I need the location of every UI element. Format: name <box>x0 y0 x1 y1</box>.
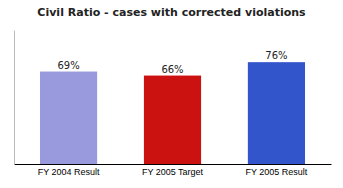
title: Civil Ratio - cases with corrected viola… <box>37 6 306 19</box>
bar <box>248 62 305 164</box>
x-axis-line <box>15 164 332 165</box>
y-axis-line <box>14 31 15 165</box>
data-labels: 69% 66% 76% <box>57 50 287 74</box>
y-axis <box>14 31 15 165</box>
bar <box>40 72 97 164</box>
x-tick-label: FY 2005 Result <box>245 167 307 177</box>
data-label: 69% <box>57 60 79 71</box>
data-label: 66% <box>161 64 183 75</box>
x-tick-label: FY 2005 Target <box>142 167 204 177</box>
x-axis: FY 2004 Result FY 2005 Target FY 2005 Resu… <box>15 164 332 177</box>
x-tick: FY 2004 Result <box>38 164 100 177</box>
plot: 69%66%76%FY 2004 ResultFY 2005 TargetFY … <box>15 31 332 178</box>
x-tick: FY 2005 Result <box>245 164 307 177</box>
chart: Civil Ratio - cases with corrected viola… <box>0 0 343 188</box>
x-tick-label: FY 2004 Result <box>38 167 100 177</box>
bar <box>144 76 201 164</box>
data-label: 76% <box>265 50 287 61</box>
bars <box>40 62 305 164</box>
x-tick: FY 2005 Target <box>142 164 204 177</box>
